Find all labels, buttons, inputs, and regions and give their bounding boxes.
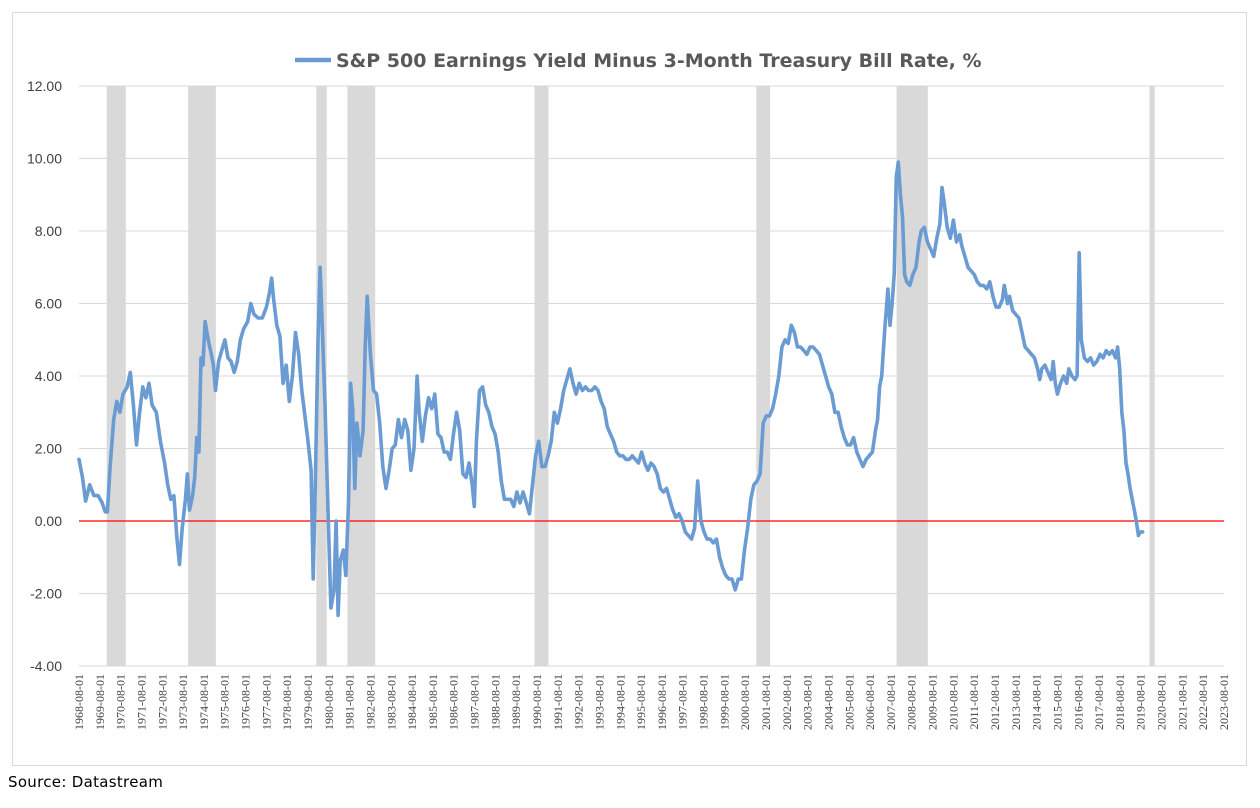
x-tick-label: 1991-08-01 [551,674,565,730]
x-tick-label: 1997-08-01 [676,674,690,730]
x-tick-label: 1970-08-01 [114,674,128,730]
x-tick-label: 1975-08-01 [218,674,232,730]
x-tick-label: 1987-08-01 [468,674,482,730]
x-tick-label: 1969-08-01 [93,674,107,730]
x-tick-label: 1981-08-01 [343,674,357,730]
y-tick-label: 4.00 [35,368,62,384]
y-tick-label: -4.00 [30,658,62,674]
x-tick-label: 1979-08-01 [301,674,315,730]
x-tick-label: 2021-08-01 [1175,674,1189,730]
x-tick-label: 1974-08-01 [197,674,211,730]
line-chart: 12.00 10.00 8.00 6.00 4.00 2.00 0.00 -2.00 -4.00… [27,50,1231,730]
x-tick-label: 1999-08-01 [717,674,731,730]
y-tick-label: 0.00 [35,513,62,529]
x-axis-ticks: 1968-08-01 1969-08-01 1970-08-01 1971-08-01… [72,674,1231,730]
x-tick-label: 2015-08-01 [1050,674,1064,730]
x-tick-label: 2017-08-01 [1092,674,1106,730]
x-tick-label: 1968-08-01 [72,674,86,730]
x-tick-label: 1976-08-01 [239,674,253,730]
x-tick-label: 1983-08-01 [384,674,398,730]
x-tick-label: 1998-08-01 [697,674,711,730]
x-tick-label: 2001-08-01 [759,674,773,730]
x-tick-label: 1994-08-01 [613,674,627,730]
x-tick-label: 2002-08-01 [780,674,794,730]
x-tick-label: 2023-08-01 [1217,674,1231,730]
x-tick-label: 1980-08-01 [322,674,336,730]
x-tick-label: 2020-08-01 [1155,674,1169,730]
y-tick-label: 10.00 [27,151,62,167]
x-tick-label: 2010-08-01 [946,674,960,730]
x-tick-label: 1977-08-01 [259,674,273,730]
series-group [77,160,1145,618]
x-tick-label: 2006-08-01 [863,674,877,730]
x-tick-label: 2000-08-01 [738,674,752,730]
chart-title: S&P 500 Earnings Yield Minus 3-Month Tre… [295,50,982,72]
source-note: Source: Datastream [8,773,164,791]
x-tick-label: 1989-08-01 [509,674,523,730]
x-tick-label: 1985-08-01 [426,674,440,730]
x-tick-label: 1986-08-01 [447,674,461,730]
series-line-0 [77,160,1145,618]
x-tick-label: 1992-08-01 [572,674,586,730]
x-tick-label: 2004-08-01 [821,674,835,730]
x-tick-label: 2022-08-01 [1196,674,1210,730]
y-tick-label: 12.00 [27,78,62,94]
y-tick-label: 2.00 [35,441,62,457]
x-tick-label: 2013-08-01 [1009,674,1023,730]
x-tick-label: 2005-08-01 [842,674,856,730]
chart-frame: 12.00 10.00 8.00 6.00 4.00 2.00 0.00 -2.00 -4.00… [12,12,1247,766]
chart-title-text: S&P 500 Earnings Yield Minus 3-Month Tre… [336,50,982,72]
x-tick-label: 1972-08-01 [155,674,169,730]
x-tick-label: 2009-08-01 [926,674,940,730]
x-tick-label: 1993-08-01 [592,674,606,730]
x-tick-label: 2014-08-01 [1030,674,1044,730]
x-tick-label: 1978-08-01 [280,674,294,730]
x-tick-label: 2019-08-01 [1134,674,1148,730]
x-tick-label: 1990-08-01 [530,674,544,730]
x-tick-label: 2018-08-01 [1113,674,1127,730]
x-tick-label: 1982-08-01 [363,674,377,730]
x-tick-label: 1971-08-01 [134,674,148,730]
x-tick-label: 1996-08-01 [655,674,669,730]
y-tick-label: 6.00 [35,296,62,312]
y-tick-label: -2.00 [30,586,62,602]
x-tick-label: 2008-08-01 [905,674,919,730]
y-axis-ticks: 12.00 10.00 8.00 6.00 4.00 2.00 0.00 -2.00 -4.00 [27,78,62,674]
x-tick-label: 1984-08-01 [405,674,419,730]
x-tick-label: 1973-08-01 [176,674,190,730]
x-tick-label: 2007-08-01 [884,674,898,730]
x-tick-label: 2016-08-01 [1071,674,1085,730]
x-tick-label: 2012-08-01 [988,674,1002,730]
x-tick-label: 2003-08-01 [801,674,815,730]
x-tick-label: 2011-08-01 [967,674,981,730]
x-tick-label: 1995-08-01 [634,674,648,730]
y-tick-label: 8.00 [35,223,62,239]
x-tick-label: 1988-08-01 [488,674,502,730]
